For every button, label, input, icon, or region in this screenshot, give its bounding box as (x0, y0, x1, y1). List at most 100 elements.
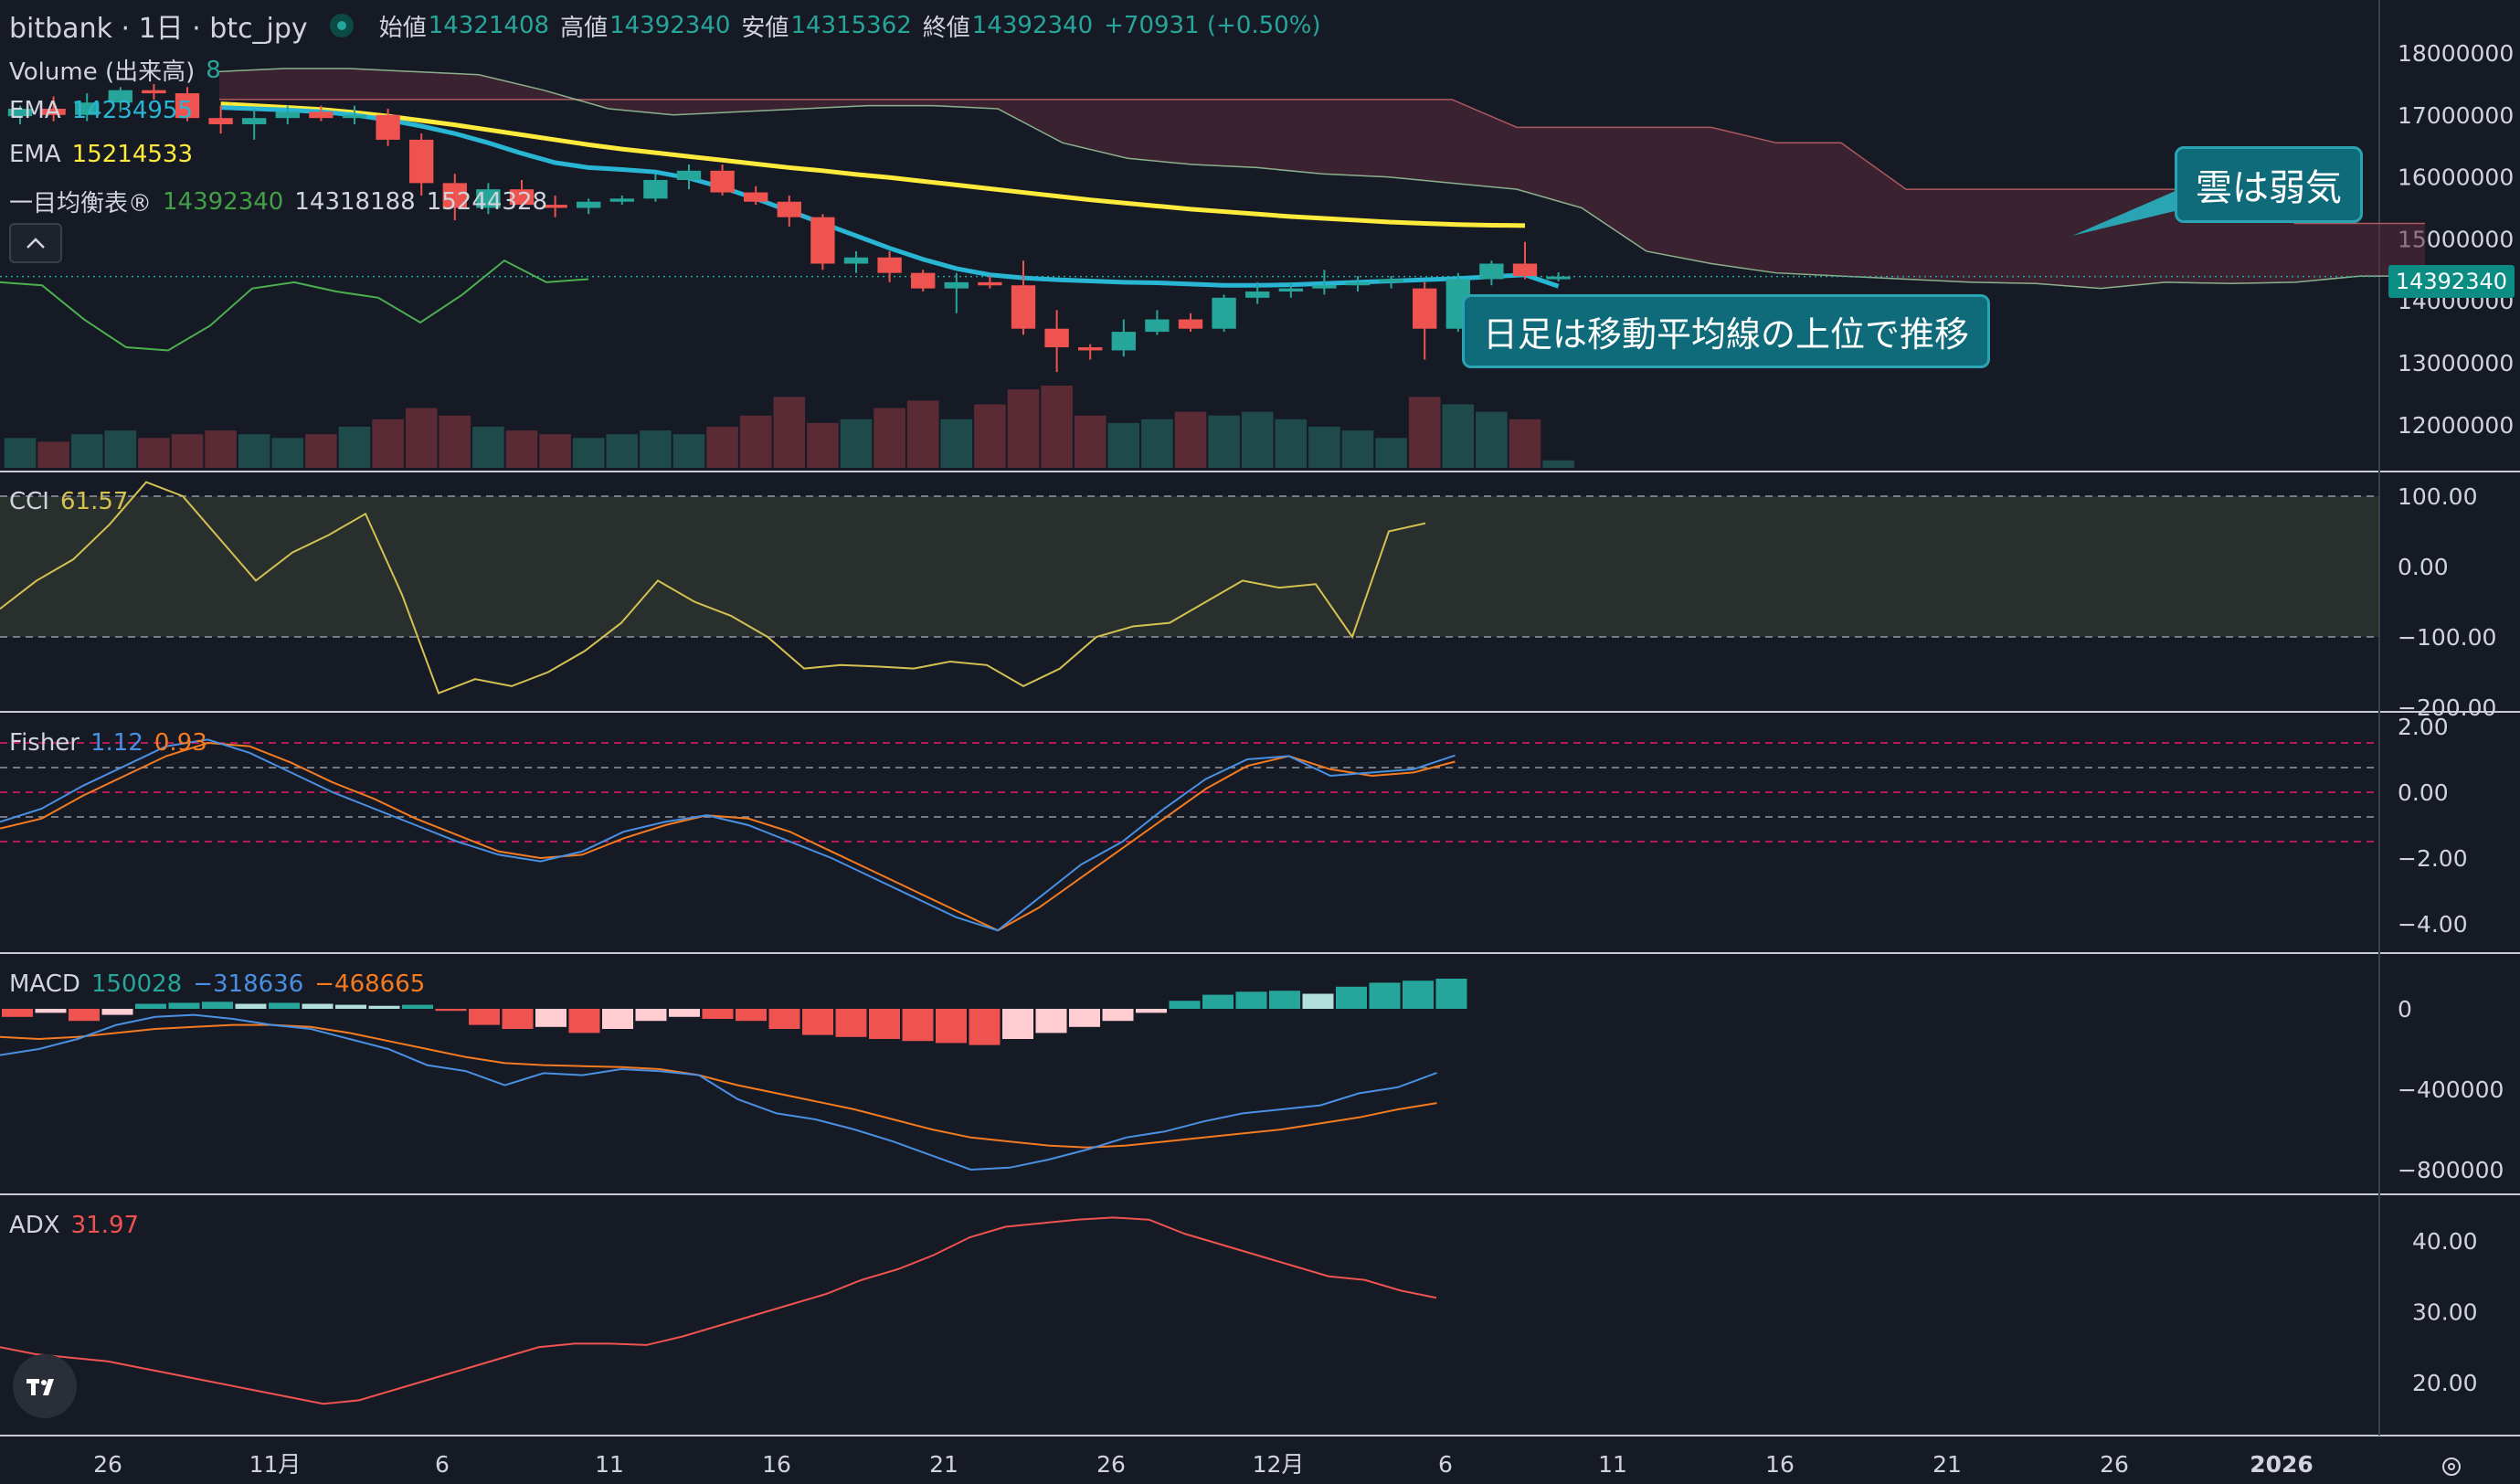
ema-fast-label: EMA (9, 97, 61, 124)
macd-label: MACD (9, 970, 80, 998)
ema-fast-legend[interactable]: EMA 14234955 (9, 97, 204, 124)
volume-bar (906, 400, 939, 468)
time-tick-label: 2026 (2250, 1451, 2314, 1478)
candle-body (577, 201, 601, 208)
volume-bar (640, 430, 672, 468)
volume-bar (1174, 411, 1207, 468)
macd-histogram-bar (302, 1003, 334, 1009)
current-price-tag: 14392340 (2388, 265, 2515, 298)
candle-body (7, 109, 33, 117)
ema-slow-legend[interactable]: EMA 15214533 (9, 141, 204, 168)
candle-body (877, 257, 902, 273)
volume-value: 8 (206, 56, 221, 84)
symbol-title[interactable]: bitbank · 1日 · btc_jpy (9, 13, 308, 45)
volume-bar (305, 434, 337, 468)
macd-tick-label: −400000 (2398, 1076, 2504, 1103)
ema-slow-value: 15214533 (71, 141, 193, 168)
volume-bar (572, 438, 605, 468)
candle-body (843, 257, 869, 264)
fisher-tick-label: −4.00 (2398, 911, 2468, 938)
time-tick-label: 26 (1096, 1451, 1126, 1478)
volume-bar (405, 408, 438, 468)
volume-bar (271, 438, 304, 468)
candle-body (643, 179, 668, 199)
macd-histogram-bar (469, 1009, 500, 1025)
candle-body (1111, 332, 1136, 351)
macd-histogram-bar (602, 1009, 633, 1029)
candle-body (376, 114, 400, 140)
cci-tick-label: −100.00 (2398, 624, 2496, 651)
candle-body (676, 170, 702, 180)
fisher-legend[interactable]: Fisher 1.12 0.93 (9, 729, 218, 757)
fisher-line (0, 738, 1456, 932)
macd-histogram-bar (702, 1009, 734, 1019)
senkou-span-b-line (218, 68, 2425, 290)
macd-value-3: −468665 (314, 970, 426, 998)
candle-body (108, 90, 132, 103)
macd-histogram-bar (568, 1009, 600, 1034)
ichimoku-legend[interactable]: 一目均衡表® 14392340 14318188 15244328 (9, 185, 558, 218)
candle-body (1245, 292, 1270, 298)
candle-body (1479, 263, 1504, 280)
candle-body (242, 118, 267, 124)
candle-body (1546, 276, 1571, 280)
volume-bar (773, 397, 806, 468)
macd-value-2: −318636 (193, 970, 304, 998)
volume-bar (940, 419, 973, 468)
cci-value: 61.57 (59, 488, 129, 515)
volume-bar (1074, 415, 1106, 468)
volume-bar (1408, 397, 1441, 468)
macd-histogram-bar (1169, 1001, 1201, 1009)
macd-legend[interactable]: MACD 150028 −318636 −468665 (9, 970, 436, 998)
adx-tick-label: 40.00 (2412, 1228, 2478, 1255)
ema-slow-label: EMA (9, 141, 61, 168)
macd-tick-label: 0 (2398, 996, 2412, 1023)
fisher-value-2: 0.93 (154, 729, 207, 757)
ichimoku-value-1: 14392340 (163, 187, 284, 216)
tradingview-logo-icon[interactable] (13, 1354, 77, 1418)
macd-histogram-bar (69, 1009, 100, 1022)
volume-bar (1509, 419, 1541, 468)
chikou-span-line (0, 259, 589, 352)
volume-bar (138, 438, 170, 468)
candle-body (810, 217, 835, 264)
callout-pointer (2072, 187, 2197, 236)
macd-histogram-bar (402, 1004, 433, 1009)
cci-tick-label: −200.00 (2398, 694, 2496, 721)
time-tick-label: 11月 (249, 1451, 302, 1478)
volume-bar (706, 427, 738, 468)
candle-body (309, 111, 334, 119)
senkou-span-a-line (219, 99, 2425, 225)
volume-bar (1141, 419, 1173, 468)
candle-body (1145, 319, 1170, 333)
volume-bar (1007, 389, 1040, 468)
collapse-legend-button[interactable] (9, 223, 62, 263)
daily-trend-callout[interactable]: 日足は移動平均線の上位で推移 (1462, 294, 1991, 368)
candle-body (1345, 281, 1371, 286)
volume-bar (4, 438, 37, 468)
time-tick-label: 21 (1932, 1451, 1962, 1478)
candle-body (543, 205, 567, 208)
fisher-label: Fisher (9, 729, 79, 757)
low-label: 安値 (741, 14, 789, 42)
candle-body (75, 102, 100, 115)
candle-body (1044, 328, 1069, 348)
cci-tick-label: 100.00 (2398, 483, 2477, 510)
volume-legend[interactable]: Volume (出来高) 8 (9, 53, 232, 87)
macd-histogram-bar (1302, 993, 1334, 1009)
adx-value: 31.97 (70, 1212, 140, 1239)
macd-histogram-bar (1202, 994, 1234, 1009)
settings-gear-icon[interactable] (2438, 1453, 2465, 1480)
macd-histogram-bar (802, 1009, 833, 1035)
ichimoku-cloud (219, 68, 2425, 289)
volume-bar (37, 441, 69, 468)
time-tick-label: 11 (1598, 1451, 1627, 1478)
cloud-bearish-callout[interactable]: 雲は弱気 (2175, 146, 2363, 223)
adx-legend[interactable]: ADX 31.97 (9, 1212, 150, 1239)
macd-histogram-bar (135, 1003, 166, 1009)
candle-body (777, 201, 801, 217)
candle-body (41, 109, 66, 115)
candle-body (1413, 288, 1437, 329)
cci-legend[interactable]: CCI 61.57 (9, 488, 139, 515)
